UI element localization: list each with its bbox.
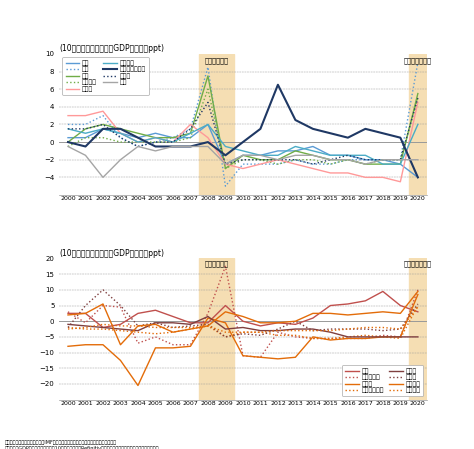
Text: 世界金融危機: 世界金融危機 (205, 57, 228, 64)
Bar (199, 259, 234, 400)
Bar (199, 54, 234, 195)
Text: (10年国債利回り－名目GDP成長率．ppt): (10年国債利回り－名目GDP成長率．ppt) (59, 249, 164, 258)
Text: 世界金融危機: 世界金融危機 (205, 260, 228, 267)
Bar (409, 259, 427, 400)
Legend: 日本, 米国, 英国, フランス, ドイツ, イタリア, オーストラリア, カナダ, 韓国: 日本, 米国, 英国, フランス, ドイツ, イタリア, オーストラリア, カナ… (63, 57, 149, 95)
Text: コロナショック: コロナショック (404, 260, 432, 267)
Text: 資料：名目GDP成長率は世界銀行、10年国債利回りはRefinitivからデータを取得し、経済産業省にて算出。: 資料：名目GDP成長率は世界銀行、10年国債利回りはRefinitivからデータ… (5, 446, 159, 449)
Text: コロナショック: コロナショック (404, 57, 432, 64)
Bar (409, 54, 427, 195)
Text: 備考：先進国、新興国の区分はIMFに従う。アルゼンチンとサウジアラビアを除く。: 備考：先進国、新興国の区分はIMFに従う。アルゼンチンとサウジアラビアを除く。 (5, 440, 117, 445)
Text: (10年国債利回り－名目GDP成長率．ppt): (10年国債利回り－名目GDP成長率．ppt) (59, 44, 164, 53)
Legend: 中国, 南アフリカ, インド, インドネシア, ロシア, トルコ, ブラジル, メキシコ: 中国, 南アフリカ, インド, インドネシア, ロシア, トルコ, ブラジル, … (342, 365, 423, 396)
